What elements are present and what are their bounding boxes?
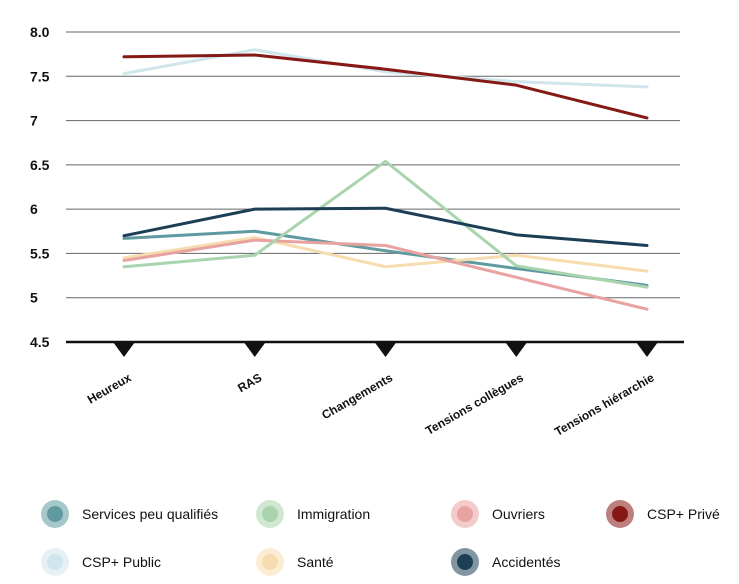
legend-label: Immigration [297, 506, 370, 522]
x-tick-marker [374, 342, 397, 357]
y-tick-label: 7.5 [30, 68, 50, 84]
x-tick-marker [505, 342, 528, 357]
series-line [122, 53, 649, 120]
x-tick-label: Changements [319, 370, 395, 422]
y-tick-label: 7 [30, 113, 38, 129]
legend-swatch [47, 506, 63, 522]
gridlines [66, 31, 680, 299]
x-tick-label: RAS [235, 370, 264, 395]
series-lines [122, 48, 649, 311]
legend-swatch [612, 506, 628, 522]
y-tick-label: 4.5 [30, 334, 50, 350]
legend: Services peu qualifiés Immigration Ouvrier… [41, 500, 720, 576]
legend-item: Ouvriers [451, 500, 545, 528]
legend-item: Immigration [256, 500, 370, 528]
legend-item: CSP+ Privé [606, 500, 720, 528]
y-tick-label: 5 [30, 290, 38, 306]
legend-swatch [262, 506, 278, 522]
x-axis: Heureux RAS Changements Tensions collègues T… [66, 340, 684, 439]
legend-item: Santé [256, 548, 334, 576]
legend-item: Accidentés [451, 548, 560, 576]
x-tick-label: Tensions hiérarchie [552, 370, 657, 439]
series-line [122, 238, 649, 311]
legend-swatch [457, 506, 473, 522]
y-tick-label: 6.5 [30, 157, 50, 173]
series-line [122, 159, 649, 289]
legend-swatch [47, 554, 63, 570]
legend-label: Santé [297, 554, 334, 570]
legend-label: Accidentés [492, 554, 560, 570]
y-tick-label: 8.0 [30, 24, 50, 40]
legend-swatch [262, 554, 278, 570]
legend-label: Services peu qualifiés [82, 506, 218, 522]
series-line [122, 206, 649, 247]
legend-label: CSP+ Public [82, 554, 161, 570]
legend-swatch [457, 554, 473, 570]
x-tick-label: Heureux [85, 370, 134, 406]
x-tick-label: Tensions collègues [423, 370, 526, 438]
legend-item: Services peu qualifiés [41, 500, 218, 528]
y-tick-label: 5.5 [30, 245, 50, 261]
series-line [122, 235, 649, 273]
series-line [122, 48, 649, 89]
x-tick-marker [243, 342, 266, 357]
legend-label: CSP+ Privé [647, 506, 720, 522]
x-tick-marker [636, 342, 658, 357]
legend-item: CSP+ Public [41, 548, 161, 576]
legend-label: Ouvriers [492, 506, 545, 522]
y-axis-ticks: 4.5 5 5.5 6 6.5 7 7.5 8.0 [30, 24, 50, 350]
x-tick-marker [113, 342, 135, 357]
y-tick-label: 6 [30, 201, 38, 217]
